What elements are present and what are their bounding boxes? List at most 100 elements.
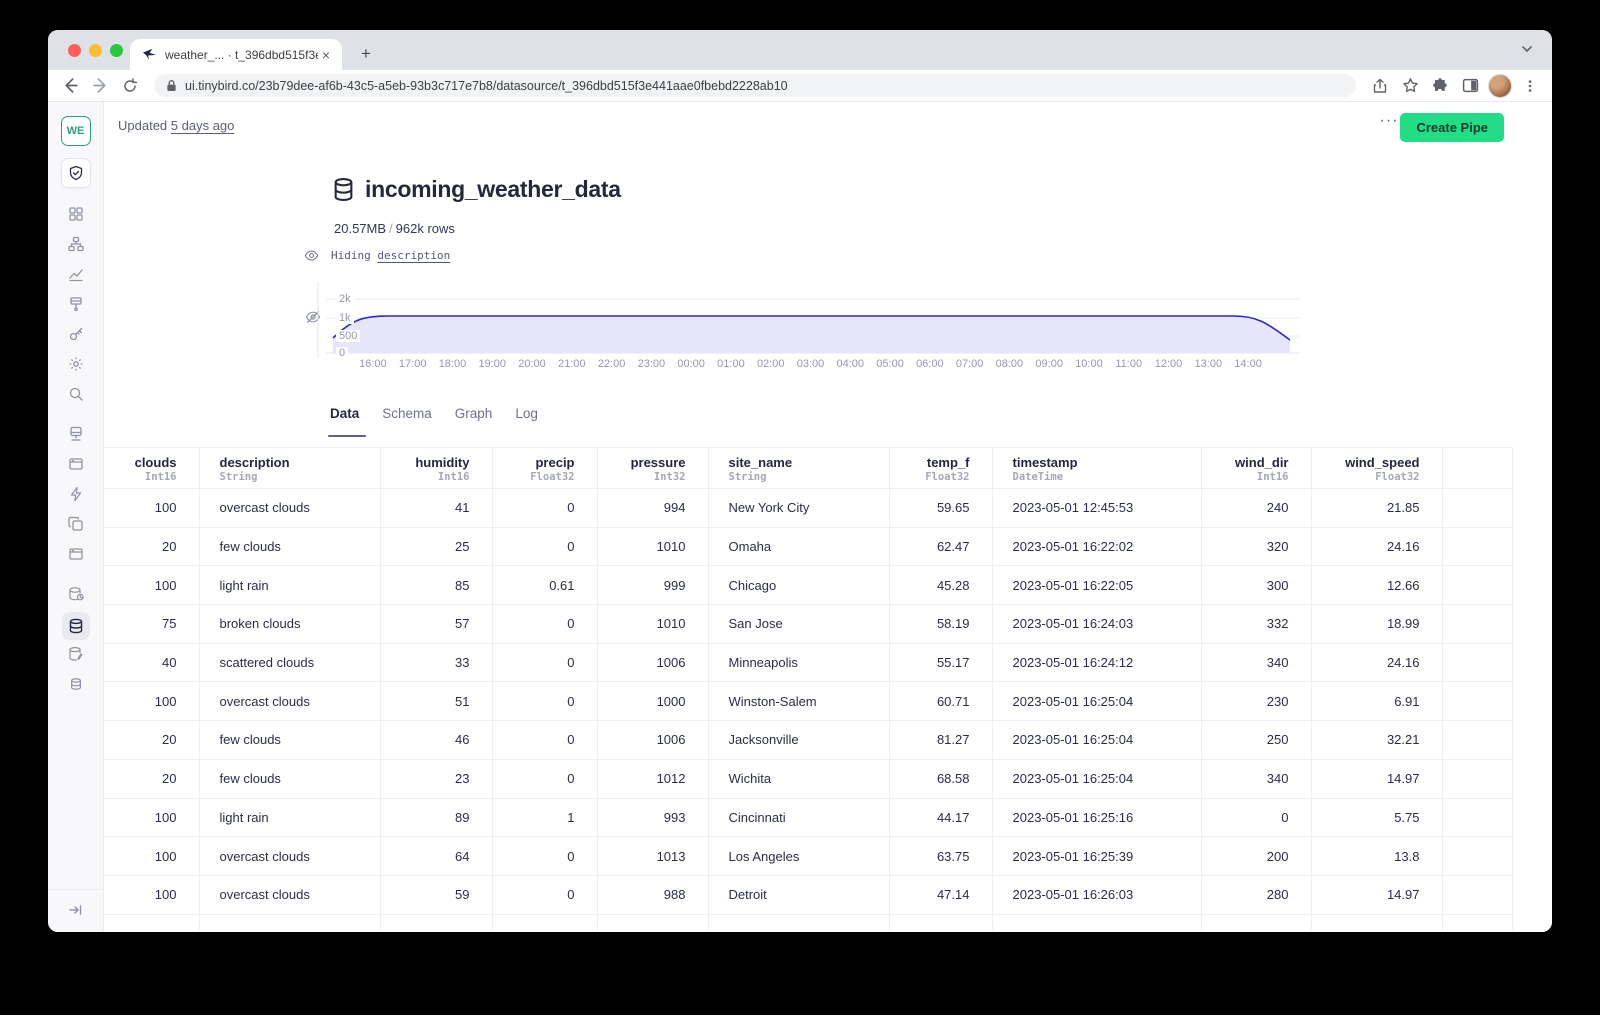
search-icon[interactable]: [68, 386, 84, 402]
table-cell: 89: [380, 798, 493, 837]
url-bar[interactable]: ui.tinybird.co/23b79dee-af6b-43c5-a5eb-9…: [154, 74, 1356, 97]
table-cell: [708, 914, 890, 931]
endpoint-icon[interactable]: [68, 296, 84, 312]
sidebar-item-datasource-selected[interactable]: [61, 612, 90, 640]
collapse-sidebar-icon[interactable]: [68, 902, 84, 918]
data-flow-icon[interactable]: [67, 236, 84, 252]
table-cell: 100: [104, 836, 200, 876]
table-cell: overcast clouds: [199, 488, 381, 528]
dashboard-grid-icon[interactable]: [68, 206, 84, 222]
copy-icon[interactable]: [67, 516, 84, 532]
column-header-pressure[interactable]: pressure Int32: [597, 447, 709, 489]
create-pipe-button[interactable]: Create Pipe: [1400, 113, 1504, 142]
ingestion-area-chart: [317, 282, 1300, 358]
updated-label: Updated 5 days ago: [118, 118, 235, 133]
reload-button[interactable]: [118, 74, 142, 98]
window-icon[interactable]: [68, 456, 84, 472]
column-header-wind_speed[interactable]: wind_speed Float32: [1311, 447, 1443, 489]
more-options-icon[interactable]: ···: [1379, 112, 1399, 129]
table-cell: 1006: [597, 720, 709, 760]
column-header-clouds[interactable]: clouds Int16: [104, 447, 200, 489]
column-header-description[interactable]: description String: [199, 447, 381, 489]
updated-link[interactable]: 5 days ago: [170, 118, 235, 133]
description-link[interactable]: description: [377, 249, 451, 262]
tab-close-icon[interactable]: ×: [321, 46, 330, 63]
datasource-stats: 20.57MB/962k rows: [334, 221, 455, 236]
browser-tab[interactable]: weather_... · t_396dbd515f3e4 ×: [130, 39, 342, 70]
table-cell: 85: [380, 565, 493, 605]
chevron-down-icon[interactable]: [1520, 42, 1534, 56]
table-cell: 13.8: [1311, 836, 1443, 876]
tab-schema[interactable]: Schema: [382, 406, 432, 421]
column-type: Int16: [144, 471, 177, 483]
table-cell: 2023-05-01 12:45:53: [992, 488, 1202, 528]
table-cell: 14.97: [1311, 875, 1443, 915]
table-cell: 999: [597, 565, 709, 605]
table-cell: 59: [380, 875, 493, 915]
pipe-icon[interactable]: [68, 426, 84, 442]
browser-menu-icon[interactable]: [1518, 74, 1542, 98]
x-tick-label: 03:00: [796, 358, 825, 370]
table-cell: [1442, 836, 1513, 876]
new-tab-button[interactable]: +: [361, 44, 371, 63]
workspace-badge[interactable]: WE: [60, 116, 91, 146]
tab-data[interactable]: Data: [328, 406, 366, 437]
datasource-edit-icon[interactable]: [68, 646, 84, 662]
close-window-button[interactable]: [68, 44, 81, 57]
table-row: 40 scattered clouds 33 0 1006 Minneapolis 55.1…: [104, 643, 1513, 682]
lightning-icon[interactable]: [68, 486, 84, 502]
y-tick-label: 500: [336, 330, 361, 342]
y-tick-label: 2k: [336, 293, 354, 305]
table-cell: 1006: [597, 643, 709, 682]
shield-check-icon[interactable]: [60, 158, 91, 188]
table-cell: 24.16: [1311, 527, 1443, 566]
x-tick-label: 23:00: [637, 358, 666, 370]
table-cell: 0: [492, 720, 598, 760]
chart-icon[interactable]: [68, 266, 84, 282]
back-button[interactable]: [58, 74, 82, 98]
column-header-site_name[interactable]: site_name String: [708, 447, 890, 489]
column-type: Float32: [1375, 471, 1420, 483]
table-cell: few clouds: [199, 720, 381, 760]
profile-avatar[interactable]: [1488, 73, 1512, 98]
column-header-wind_dir[interactable]: wind_dir Int16: [1201, 447, 1312, 489]
table-cell: 20: [104, 527, 200, 566]
tab-log[interactable]: Log: [515, 406, 538, 421]
bookmark-star-icon[interactable]: [1398, 74, 1422, 98]
table-cell: 2023-05-01 16:26:03: [992, 875, 1202, 915]
column-header-precip[interactable]: precip Float32: [492, 447, 598, 489]
table-cell: [597, 914, 709, 931]
column-type: String: [219, 471, 258, 483]
tab-graph[interactable]: Graph: [454, 406, 493, 421]
lock-icon: [167, 79, 176, 91]
eye-icon[interactable]: [304, 248, 319, 263]
minimize-window-button[interactable]: [89, 44, 102, 57]
share-icon[interactable]: [1368, 74, 1392, 98]
maximize-window-button[interactable]: [110, 44, 123, 57]
extensions-puzzle-icon[interactable]: [1428, 74, 1452, 98]
table-cell: 0: [492, 527, 598, 566]
table-cell: 60.71: [889, 681, 993, 721]
eye-off-icon[interactable]: [305, 309, 321, 325]
table-cell: 100: [104, 798, 200, 837]
key-icon[interactable]: [68, 326, 84, 342]
table-cell: 57: [380, 604, 493, 644]
datasource-small-icon[interactable]: [68, 676, 84, 692]
datasource-pie-icon[interactable]: [68, 586, 84, 602]
column-header-humidity[interactable]: humidity Int16: [380, 447, 493, 489]
table-row: 75 broken clouds 57 0 1010 San Jose 58.19 2023-…: [104, 604, 1513, 644]
table-row: 20 few clouds 25 0 1010 Omaha 62.47 2023-05-01 …: [104, 527, 1513, 566]
forward-button[interactable]: [88, 74, 112, 98]
table-row: 100 light rain 85 0.61 999 Chicago 45.28 2023-0…: [104, 565, 1513, 605]
side-panel-icon[interactable]: [1458, 74, 1482, 98]
settings-gear-icon[interactable]: [68, 356, 84, 372]
x-tick-label: 01:00: [717, 358, 745, 370]
table-cell: San Jose: [708, 604, 890, 644]
window-icon-2[interactable]: [68, 546, 84, 562]
table-cell: 0: [492, 604, 598, 644]
column-header-timestamp[interactable]: timestamp DateTime: [992, 447, 1202, 489]
table-cell: 332: [1201, 604, 1312, 644]
table-cell: 59.65: [889, 488, 993, 528]
column-header-temp_f[interactable]: temp_f Float32: [889, 447, 993, 489]
column-type: Float32: [925, 471, 970, 483]
